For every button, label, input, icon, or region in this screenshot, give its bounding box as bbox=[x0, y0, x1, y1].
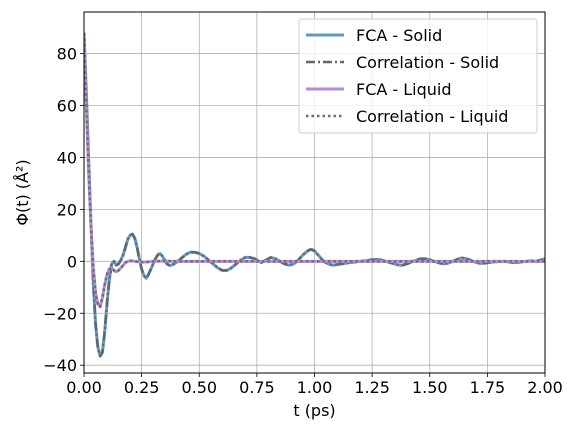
y-axis-label: Φ(t) (Å²) bbox=[13, 159, 32, 225]
legend-label: Correlation - Liquid bbox=[356, 107, 508, 126]
y-tick-label: 80 bbox=[57, 45, 77, 64]
x-tick-label: 1.25 bbox=[354, 378, 390, 397]
x-axis-label: t (ps) bbox=[293, 401, 335, 420]
y-tick-label: −20 bbox=[43, 304, 77, 323]
x-tick-label: 1.50 bbox=[412, 378, 448, 397]
y-tick-label: 20 bbox=[57, 200, 77, 219]
plot-lines bbox=[84, 32, 545, 358]
x-tick-label: 0.75 bbox=[239, 378, 275, 397]
legend-label: FCA - Liquid bbox=[356, 80, 452, 99]
x-tick-label: 0.25 bbox=[124, 378, 160, 397]
x-tick-label: 0.50 bbox=[181, 378, 217, 397]
x-tick-label: 1.75 bbox=[470, 378, 506, 397]
x-tick-label: 0.00 bbox=[66, 378, 102, 397]
legend-label: Correlation - Solid bbox=[356, 53, 499, 72]
axis-ticks: 0.00 0.25 0.50 0.75 1.00 1.25 1.50 1.75 2.00 −40 −… bbox=[43, 45, 563, 397]
legend-label: FCA - Solid bbox=[356, 26, 442, 45]
y-tick-label: −40 bbox=[43, 356, 77, 375]
x-tick-label: 2.00 bbox=[527, 378, 563, 397]
legend: FCA - Solid Correlation - Solid FCA - Liqu… bbox=[298, 18, 538, 134]
y-tick-label: 60 bbox=[57, 96, 77, 115]
x-tick-label: 1.00 bbox=[297, 378, 333, 397]
series-line-3 bbox=[84, 32, 545, 309]
y-tick-label: 0 bbox=[67, 252, 77, 271]
y-tick-label: 40 bbox=[57, 148, 77, 167]
legend-box bbox=[298, 18, 538, 134]
